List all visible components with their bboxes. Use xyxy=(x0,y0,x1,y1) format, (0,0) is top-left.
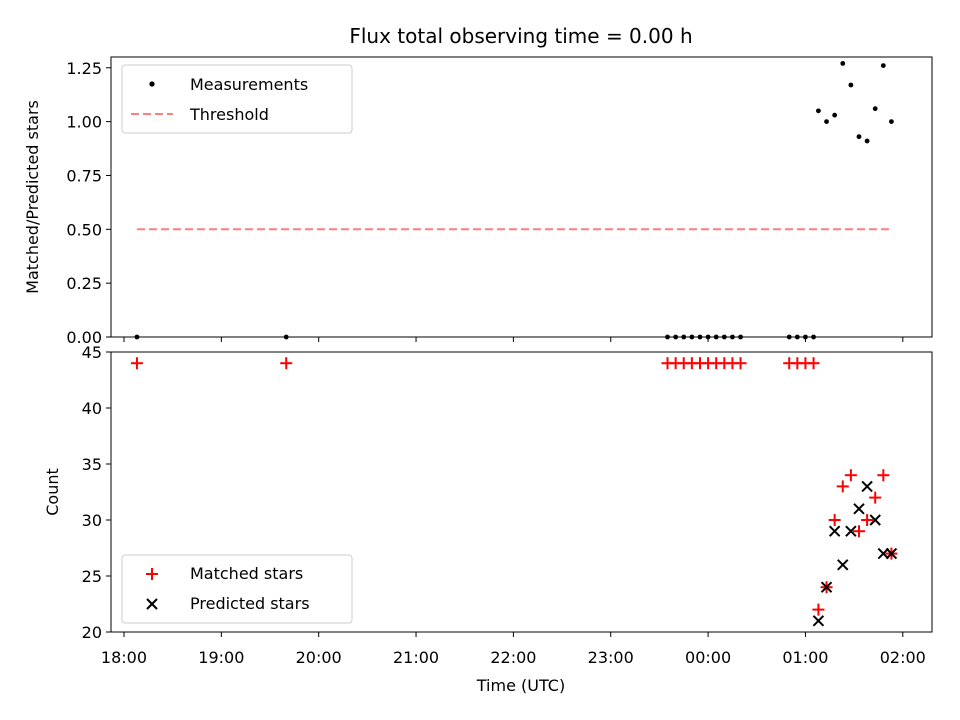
matched-star-point xyxy=(812,603,825,616)
top-y-tick-label: 0.00 xyxy=(66,328,102,347)
bottom-panel: 18:00 19:00 20:00 21:00 22:00 23:00 00:00 01:00… xyxy=(43,343,933,695)
measurement-point xyxy=(864,138,870,144)
matched-star-point xyxy=(844,469,857,482)
bottom-y-tick-label: 30 xyxy=(82,511,102,530)
top-y-tick-label: 0.75 xyxy=(66,166,102,185)
top-legend-box xyxy=(121,64,353,134)
x-axis-label: Time (UTC) xyxy=(476,676,565,695)
measurement-point xyxy=(880,63,886,69)
measurement-point xyxy=(824,119,829,125)
top-y-tick-label: 1.25 xyxy=(66,59,102,78)
matched-star-point xyxy=(130,357,143,370)
predicted-star-point xyxy=(845,525,857,537)
bottom-y-axis-label: Count xyxy=(43,468,62,516)
measurement-point xyxy=(889,119,894,125)
bottom-y-tick-label: 40 xyxy=(82,399,102,418)
x-tick-label: 02:00 xyxy=(880,648,926,667)
x-tick-label: 01:00 xyxy=(782,648,828,667)
bottom-axes: 18:00 19:00 20:00 21:00 22:00 23:00 00:00 01:00… xyxy=(82,343,926,667)
top-axes: 0.00 0.25 0.50 0.75 1.00 1.25 xyxy=(66,59,904,347)
measurement-point xyxy=(848,82,854,88)
matched-star-point xyxy=(852,525,865,538)
predicted-star-point xyxy=(828,525,841,537)
predicted-star-point xyxy=(861,480,873,493)
top-panel: Flux total observing time = 0.00 h 0.000… xyxy=(23,24,933,347)
matched-star-point xyxy=(861,514,874,526)
bottom-legend-box xyxy=(121,554,353,624)
matched-star-point xyxy=(807,357,820,370)
top-y-tick-label: 1.00 xyxy=(66,113,102,132)
bottom-series xyxy=(130,357,898,627)
legend-marker-predicted-stars xyxy=(146,598,158,610)
predicted-star-point xyxy=(820,581,833,593)
measurement-point xyxy=(832,112,838,118)
x-tick-label: 18:00 xyxy=(101,648,147,667)
top-y-tick-label: 0.50 xyxy=(66,220,102,239)
matched-star-point xyxy=(877,469,890,482)
x-tick-label: 00:00 xyxy=(685,648,731,667)
legend-label-measurements: Measurements xyxy=(190,75,308,94)
x-tick-label: 20:00 xyxy=(296,648,342,667)
predicted-star-point xyxy=(877,547,890,560)
measurement-point xyxy=(816,108,821,114)
legend-label-threshold: Threshold xyxy=(189,105,269,124)
matched-star-point xyxy=(836,480,849,493)
matched-star-point xyxy=(280,357,293,370)
bottom-y-tick-label: 45 xyxy=(82,343,102,362)
bottom-legend: Matched stars Predicted stars xyxy=(121,554,353,624)
predicted-star-point xyxy=(812,615,825,627)
measurement-point xyxy=(872,106,878,112)
legend-label-matched-stars: Matched stars xyxy=(190,564,303,583)
legend-marker-measurements xyxy=(149,81,155,87)
matched-star-point xyxy=(869,491,882,504)
measurement-point xyxy=(856,134,862,140)
bottom-y-tick-label: 25 xyxy=(82,567,102,586)
measurement-point xyxy=(840,61,846,66)
legend-marker-matched-stars xyxy=(146,568,158,580)
predicted-star-point xyxy=(869,514,881,526)
top-y-tick-label: 0.25 xyxy=(66,274,102,293)
bottom-y-tick-label: 35 xyxy=(82,455,102,474)
top-axes-frame xyxy=(110,56,933,338)
top-y-axis-label: Matched/Predicted stars xyxy=(23,100,42,294)
top-legend: Measurements Threshold xyxy=(121,64,353,134)
x-tick-label: 23:00 xyxy=(588,648,634,667)
predicted-star-point xyxy=(885,547,898,560)
predicted-star-point xyxy=(837,559,849,571)
x-tick-label: 22:00 xyxy=(490,648,536,667)
matched-star-point xyxy=(828,514,841,526)
matched-star-point xyxy=(734,357,747,370)
x-tick-label: 19:00 xyxy=(198,648,244,667)
chart-title: Flux total observing time = 0.00 h xyxy=(349,24,692,48)
x-tick-label: 21:00 xyxy=(393,648,439,667)
bottom-y-tick-label: 20 xyxy=(82,623,102,642)
bottom-axes-frame xyxy=(110,351,933,633)
predicted-star-point xyxy=(853,503,865,515)
legend-label-predicted-stars: Predicted stars xyxy=(190,594,310,613)
